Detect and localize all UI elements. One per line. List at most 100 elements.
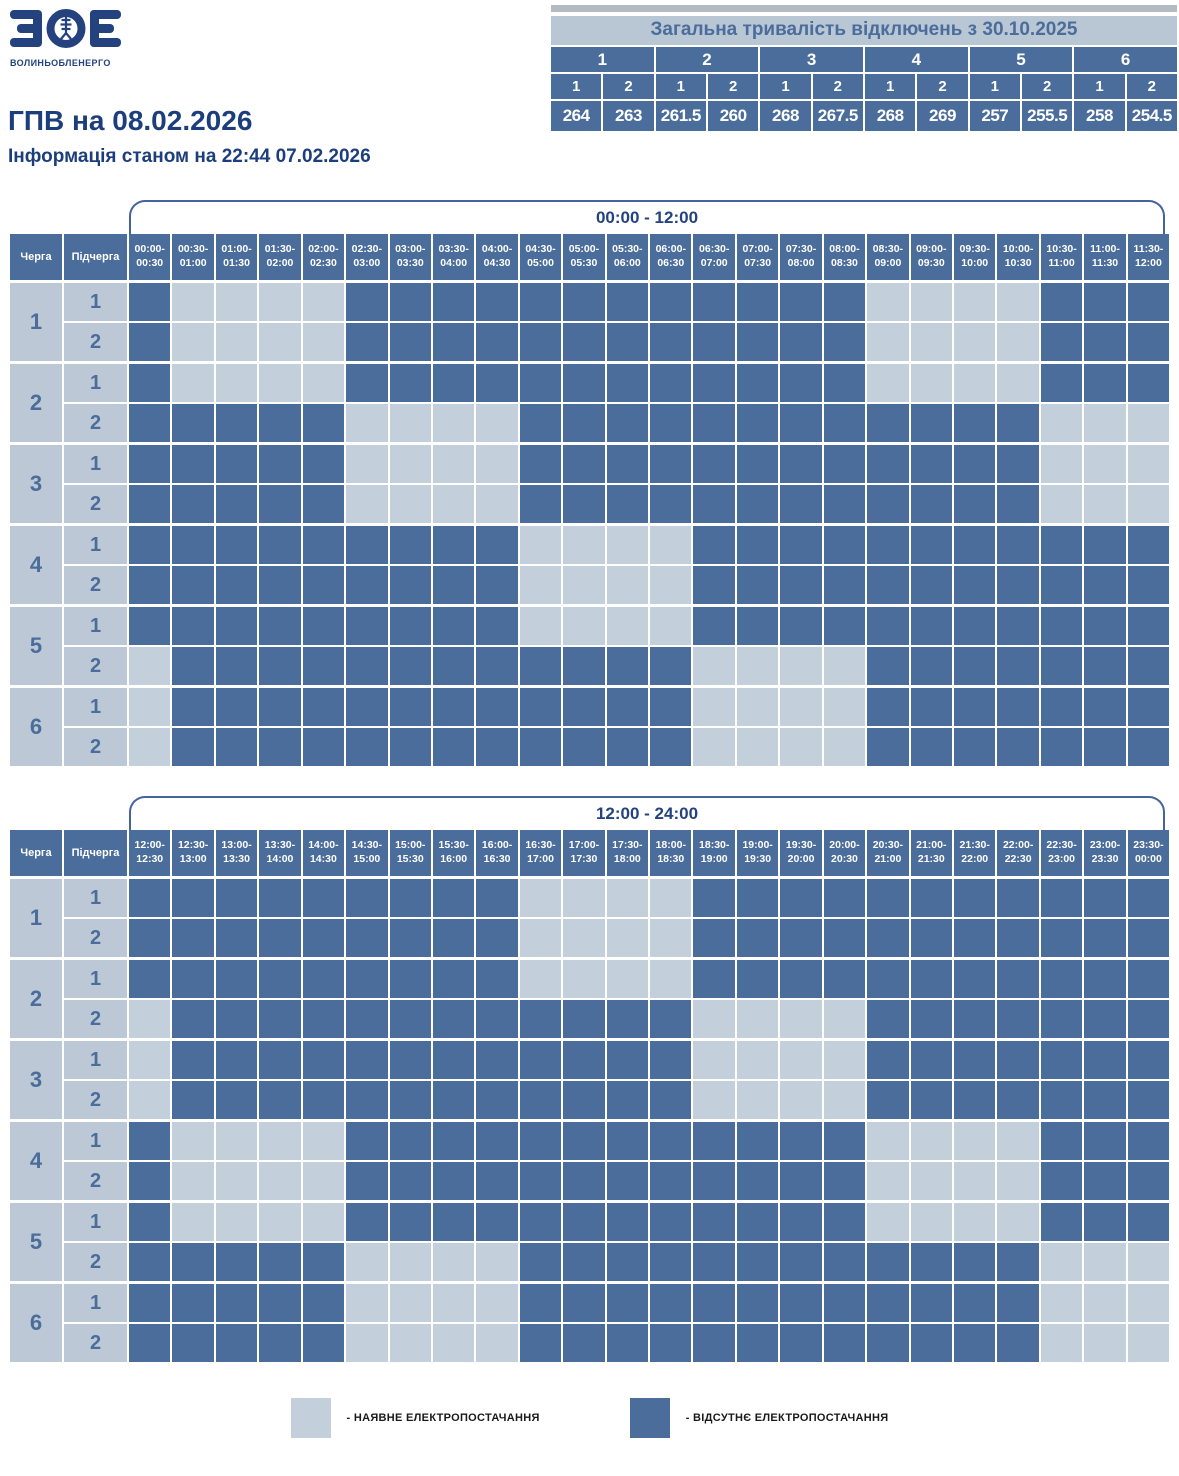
slot-cell [519,485,562,523]
slot-cell [519,647,562,685]
slot-cell [910,1041,953,1079]
company-logo: ВОЛИНЬОБЛЕНЕРГО [10,8,140,68]
slot-cell [259,323,301,361]
summary-value-cell: 258 [1074,101,1125,131]
slot-cell [476,526,518,564]
slot-cell [910,1284,953,1322]
time-slot-header: 12:00- 12:30 [129,830,171,876]
slot-cell [476,1122,518,1160]
slot-cell [129,1162,171,1200]
schedule-row: 1 [64,445,1170,483]
slot-cell [910,1243,953,1281]
slot-cell [476,1081,518,1119]
summary-subgroup-cell: 2 [1021,74,1073,99]
slot-cell [1084,960,1126,998]
slot-cell [563,1122,605,1160]
slot-cell [389,1203,431,1241]
slot-cell [780,1122,822,1160]
slot-cell [563,728,605,766]
slot-cell [389,283,431,321]
slot-cell [997,283,1039,321]
subqueue-number: 1 [64,445,127,483]
slot-cell [563,364,605,402]
slot-cell [736,1162,779,1200]
slot-cell [997,485,1039,523]
slot-cell [867,526,909,564]
slot-cell [1127,445,1170,483]
slot-cell [259,647,301,685]
slot-cell [215,1243,258,1281]
time-slot-header: 09:30- 10:00 [954,234,996,280]
slot-cell [432,607,475,645]
slot-cell [259,485,301,523]
slot-cell [129,1324,171,1362]
summary-value-cell: 268 [864,101,916,131]
slot-cell [1084,688,1126,726]
schedule-row: 1 [64,960,1170,998]
slot-cell [823,404,866,442]
time-slot-header: 13:30- 14:00 [259,830,301,876]
slot-cell [1040,1203,1083,1241]
slot-cell [910,323,953,361]
slot-cell [172,283,214,321]
slot-cell [346,1203,388,1241]
slot-cell [215,1324,258,1362]
slot-cell [215,1162,258,1200]
slot-cell [867,688,909,726]
slot-cell [432,364,475,402]
schedule-row: 1 [64,526,1170,564]
time-slot-header: 03:00- 03:30 [389,234,431,280]
slot-cell [867,566,909,604]
slot-cell [129,1122,171,1160]
slot-cell [172,879,214,917]
slot-cell [867,485,909,523]
slot-cell [1127,1000,1170,1038]
slot-cell [867,607,909,645]
legend-label: - ВІДСУТНЄ ЕЛЕКТРОПОСТАЧАННЯ [685,1412,889,1424]
queue-number: 4 [10,1122,62,1200]
slot-cell [389,647,431,685]
slot-cell [346,919,388,957]
period-label: 00:00 - 12:00 [595,208,699,227]
slot-cell [780,526,822,564]
slot-cell [693,919,735,957]
slot-cell [215,1081,258,1119]
slot-cell [693,688,735,726]
slot-cell [736,879,779,917]
queue-number: 3 [10,1041,62,1119]
queue-number: 1 [10,879,62,957]
summary-subgroup-cell: 2 [917,74,968,99]
subqueue-number: 1 [64,1041,127,1079]
period-label: 12:00 - 24:00 [595,804,699,823]
slot-cell [1040,445,1083,483]
summary-subgroup-cell: 2 [707,74,759,99]
slot-cell [389,1041,431,1079]
slot-cell [823,323,866,361]
header-row: Черга Підчерга 12:00- 12:30 12:30- 13:00 13:00… [10,830,1170,876]
slot-cell [389,1324,431,1362]
subqueue-number: 2 [64,919,127,957]
time-slot-header: 11:00- 11:30 [1084,234,1126,280]
slot-cell [346,728,388,766]
slot-cell [259,1122,301,1160]
slot-cell [432,1203,475,1241]
slot-cell [650,404,692,442]
slot-cell [1084,1162,1126,1200]
slot-cell [302,404,345,442]
slot-cell [432,485,475,523]
slot-cell [129,364,171,402]
slot-cell [736,445,779,483]
slot-cell [302,879,345,917]
slot-cell [215,485,258,523]
slot-cell [954,1284,996,1322]
schedule-row: 2 [64,485,1170,523]
slot-cell [650,485,692,523]
power-pylon-icon [60,17,72,40]
slot-cell [346,1122,388,1160]
slot-cell [563,1284,605,1322]
slot-cell [1084,1000,1126,1038]
slot-cell [172,1000,214,1038]
slot-cell [563,1081,605,1119]
slot-cell [997,1243,1039,1281]
